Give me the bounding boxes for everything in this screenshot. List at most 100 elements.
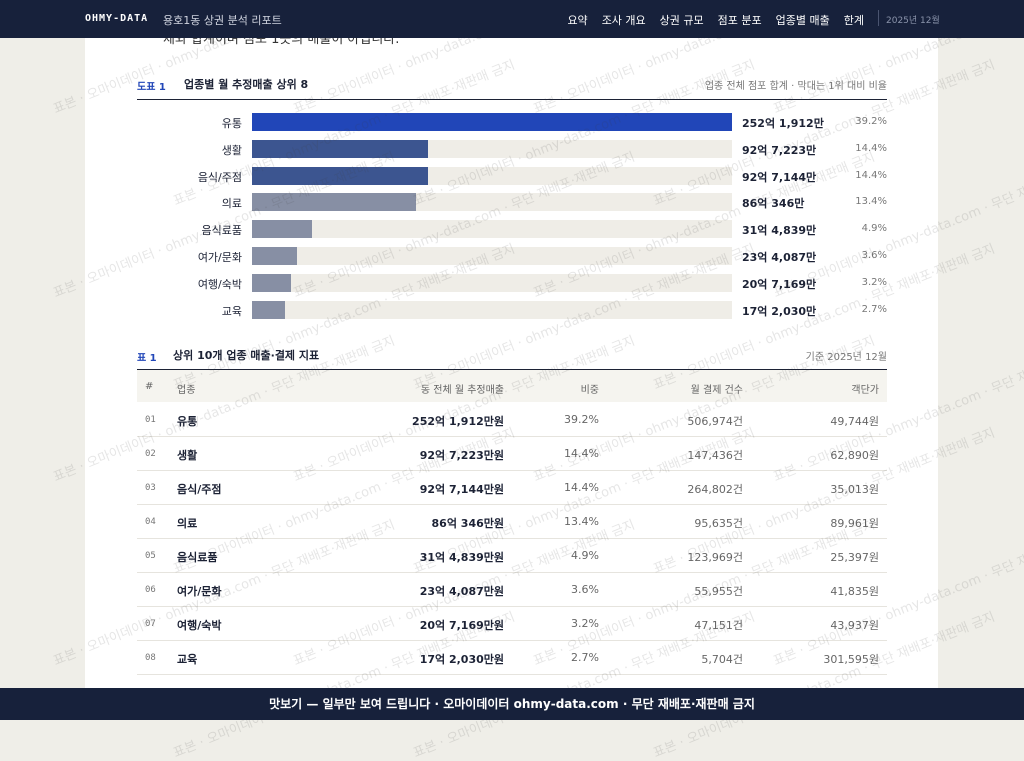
table-cell: 31억 4,839만원 <box>419 551 504 564</box>
table-cell: 교육 <box>177 653 198 666</box>
row-divider <box>137 674 887 675</box>
bar-share: 39.2% <box>855 116 887 127</box>
table-cell: 43,937원 <box>830 619 879 632</box>
table-cell: 95,635건 <box>694 517 743 530</box>
row-divider <box>137 504 887 505</box>
table-cell: 25,397원 <box>830 551 879 564</box>
date: 2025년 12월 <box>886 16 940 26</box>
table-cell: 음식/주점 <box>177 483 222 496</box>
bar-label: 음식/주점 <box>197 170 242 184</box>
content-card: 체와 합계이며 점포 1곳의 매출이 아닙니다. 도표 1 업종별 월 추정매출… <box>85 0 938 720</box>
table-cell: 여가/문화 <box>177 585 222 598</box>
bar-label: 여행/숙박 <box>197 277 242 291</box>
menu-item[interactable]: 점포 분포 <box>717 14 762 27</box>
row-divider <box>137 470 887 471</box>
menu-item[interactable]: 업종별 매출 <box>775 14 830 27</box>
table-cell: 14.4% <box>564 481 599 494</box>
menu-item[interactable]: 요약 <box>567 14 588 27</box>
table-cell: 3.6% <box>571 583 599 596</box>
column-header: 업종 <box>177 385 196 396</box>
bar-track <box>252 300 732 319</box>
table-cell: 92억 7,144만원 <box>419 483 504 496</box>
table-cell: 14.4% <box>564 447 599 460</box>
figure-note: 업종 전체 점포 합계 · 막대는 1위 대비 비율 <box>704 81 887 92</box>
row-divider <box>137 640 887 641</box>
bar <box>252 113 732 131</box>
footer-banner: 맛보기 — 일부만 보여 드립니다 · 오마이데이터 ohmy-data.com… <box>0 688 1024 720</box>
menu: 요약 조사 개요 상권 규모 점포 분포 업종별 매출 한계 <box>567 12 864 28</box>
table-cell: 4.9% <box>571 549 599 562</box>
table-cell: 생활 <box>177 449 198 462</box>
bar-share: 3.2% <box>861 276 887 288</box>
column-header: 월 결제 건수 <box>690 385 743 396</box>
bar-label: 음식료품 <box>201 224 242 238</box>
table-cell: 86억 346만원 <box>431 517 504 530</box>
table-cell: 의료 <box>177 517 198 530</box>
table-cell: 5,704건 <box>701 653 743 666</box>
bar <box>252 220 312 239</box>
table-cell: 264,802건 <box>687 483 743 496</box>
table-cell: 유통 <box>177 415 198 428</box>
table-label: 표 1 <box>137 353 157 364</box>
table-cell: 506,974건 <box>687 415 743 428</box>
table-cell: 301,595원 <box>823 653 879 666</box>
menu-item[interactable]: 상권 규모 <box>659 14 704 27</box>
bar-value: 92억 7,144만 <box>742 170 817 184</box>
table-cell: 07 <box>145 619 156 629</box>
bar <box>252 166 429 185</box>
table-cell: 92억 7,223만원 <box>419 449 504 462</box>
table-note: 기준 2025년 12월 <box>805 352 887 363</box>
table-cell: 41,835원 <box>830 585 879 598</box>
table-cell: 03 <box>145 483 156 493</box>
table-cell: 3.2% <box>571 617 599 630</box>
table-cell: 02 <box>145 449 156 459</box>
table-cell: 08 <box>145 653 156 663</box>
table-cell: 62,890원 <box>830 449 879 462</box>
table-cell: 23억 4,087만원 <box>419 585 504 598</box>
table-cell: 49,744원 <box>830 415 879 428</box>
menu-item[interactable]: 한계 <box>843 14 864 27</box>
table-title: 상위 10개 업종 매출·결제 지표 <box>173 349 320 362</box>
bar-track <box>252 273 732 292</box>
column-header: 객단가 <box>851 385 879 396</box>
table-cell: 39.2% <box>564 413 599 426</box>
bar-label: 여가/문화 <box>197 251 242 264</box>
column-header: 동 전체 월 추정매출 <box>420 385 504 396</box>
table-header <box>137 370 887 402</box>
report-title: 용호1동 상권 분석 리포트 <box>163 14 282 27</box>
menu-item[interactable]: 조사 개요 <box>601 14 646 27</box>
column-header: 비중 <box>580 385 599 396</box>
rule <box>137 369 887 370</box>
column-header: # <box>145 381 154 392</box>
brand[interactable]: OHMY-DATA <box>85 13 149 24</box>
bar <box>252 193 416 212</box>
rule <box>137 99 887 100</box>
bar-share: 13.4% <box>855 196 887 208</box>
bar-label: 교육 <box>221 304 242 318</box>
table-cell: 05 <box>145 551 156 561</box>
bar-value: 252억 1,912만 <box>742 117 824 130</box>
row-divider <box>137 606 887 607</box>
bar-track <box>252 247 732 265</box>
table-cell: 47,151건 <box>694 619 743 632</box>
bar <box>252 139 429 158</box>
table-cell: 252억 1,912만원 <box>412 415 504 428</box>
table-cell: 음식료품 <box>177 551 218 564</box>
table-cell: 35,013원 <box>830 483 879 496</box>
row-divider <box>137 436 887 437</box>
bar-value: 20억 7,169만 <box>742 277 817 291</box>
figure-title: 업종별 월 추정매출 상위 8 <box>184 78 309 91</box>
bar-label: 유통 <box>221 117 242 130</box>
bar-value: 23억 4,087만 <box>742 251 817 264</box>
bar <box>252 300 285 319</box>
bar-label: 의료 <box>221 197 242 211</box>
table-cell: 13.4% <box>564 515 599 528</box>
table-cell: 04 <box>145 517 156 527</box>
table-cell: 20억 7,169만원 <box>419 619 504 632</box>
bar-value: 17억 2,030만 <box>742 304 817 318</box>
table-cell: 여행/숙박 <box>177 619 222 632</box>
bar <box>252 247 297 265</box>
table-cell: 147,436건 <box>687 449 743 462</box>
